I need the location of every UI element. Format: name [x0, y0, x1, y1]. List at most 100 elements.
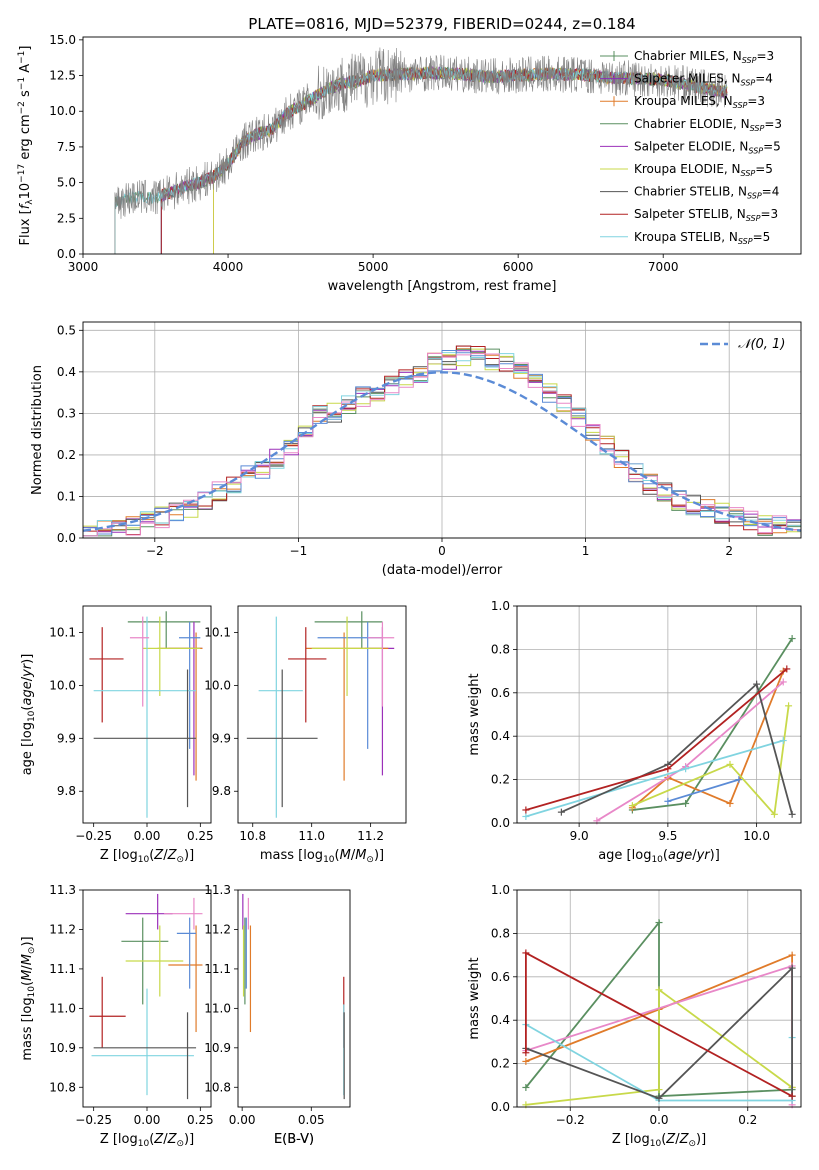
- x-axis-label: E(B-V): [274, 1132, 314, 1147]
- x-axis-label: age [log10(age/yr)]: [598, 848, 720, 865]
- x-tick-label: 2: [725, 544, 733, 558]
- y-tick-label: 0.5: [57, 323, 76, 337]
- y-tick-label: 0.2: [491, 1057, 510, 1071]
- y-tick-label: 10.8: [204, 1080, 231, 1094]
- y-axis-label: Normed distribution: [30, 365, 45, 495]
- y-tick-label: 11.2: [49, 922, 76, 936]
- x-tick-label: 11.2: [357, 829, 384, 843]
- weight-line: [596, 681, 784, 822]
- y-tick-label: 2.5: [57, 211, 76, 225]
- y-tick-label: 0.1: [57, 489, 76, 503]
- plot-frame: [237, 605, 407, 824]
- y-tick-label: 10.8: [49, 1080, 76, 1094]
- y-tick-label: 11.2: [204, 922, 231, 936]
- legend-label: Salpeter MILES, NSSP=4: [634, 72, 773, 88]
- x-axis-label: mass [log10(M/M⊙)]: [260, 848, 384, 865]
- spectrum-plot: 3000 4000 5000 6000 7000 0.0 2.5 5.0 7.5 10.0 12.5…: [17, 33, 802, 294]
- data-spectrum-line: [114, 47, 727, 254]
- legend-label: Kroupa ELODIE, NSSP=5: [634, 162, 773, 178]
- y-tick-label: 5.0: [57, 176, 76, 190]
- x-tick-label: 10.0: [743, 829, 770, 843]
- weight-line: [525, 739, 784, 818]
- y-tick-label: 10.1: [49, 625, 76, 639]
- y-tick-label: 10.9: [49, 1041, 76, 1055]
- y-tick-label: 11.0: [204, 1001, 231, 1015]
- x-tick-label: 0.00: [134, 829, 161, 843]
- y-tick-label: 12.5: [49, 69, 76, 83]
- age-vs-z-plot: −0.25 0.00 0.25 9.8 9.9 10.0 10.1 Z [log10(Z/Z⊙…: [20, 605, 214, 865]
- gaussian-curve: [82, 371, 802, 532]
- plot-frame: [82, 36, 802, 255]
- y-axis-label: age [log10(age/yr)]: [20, 654, 37, 776]
- x-axis-label: E(B-V): [274, 1132, 314, 1147]
- residuals-plot: −2 −1 0 1 2 0.0 0.1 0.2 0.3 0.4 0.5 (data-model)/er…: [30, 321, 802, 578]
- weight-line: [525, 965, 793, 1100]
- mass-vs-ebv-plot: 0.00 0.0510.810.911.011.111.211.3E(B-V)E(…: [204, 883, 351, 1147]
- y-tick-label: 9.8: [57, 784, 76, 798]
- y-tick-label: 9.9: [57, 731, 76, 745]
- x-tick-label: 3000: [68, 260, 99, 274]
- y-tick-label: 1.0: [491, 599, 510, 613]
- x-axis-label: Z [log10(Z/Z⊙)]: [100, 1132, 194, 1149]
- x-tick-label: −0.25: [75, 1113, 112, 1127]
- x-tick-label: 0.05: [298, 1113, 325, 1127]
- x-tick-label: 6000: [503, 260, 534, 274]
- y-tick-label: 11.1: [49, 962, 76, 976]
- x-axis-label: wavelength [Angstrom, rest frame]: [328, 279, 557, 294]
- x-axis-label: Z [log10(Z/Z⊙)]: [100, 848, 194, 865]
- x-tick-label: 9.5: [658, 829, 677, 843]
- y-axis-label: mass weight: [467, 957, 482, 1039]
- x-tick-label: 9.0: [570, 829, 589, 843]
- plot-frame: [237, 889, 351, 1108]
- weight-line: [525, 668, 788, 811]
- x-tick-label: 0.25: [187, 829, 214, 843]
- weight-line: [561, 682, 793, 815]
- y-tick-label: 0.4: [491, 1013, 510, 1027]
- figure-title: PLATE=0816, MJD=52379, FIBERID=0244, z=0…: [248, 15, 635, 33]
- mass-vs-z-plot: −0.25 0.00 0.25 10.8 10.9 11.0 11.1 11.2 11.3 Z […: [20, 883, 214, 1149]
- y-tick-label: 0.3: [57, 406, 76, 420]
- x-tick-label: 0.00: [229, 1113, 256, 1127]
- legend-label: Salpeter ELODIE, NSSP=5: [634, 139, 781, 155]
- x-tick-label: −2: [146, 544, 164, 558]
- y-tick-label: 0.2: [491, 773, 510, 787]
- y-tick-label: 11.3: [49, 883, 76, 897]
- y-tick-label: 11.0: [49, 1001, 76, 1015]
- x-tick-label: 0.0: [649, 1113, 668, 1127]
- x-tick-label: −0.2: [556, 1113, 585, 1127]
- weight-line: [632, 705, 790, 817]
- y-tick-label: 0.0: [491, 1100, 510, 1114]
- y-tick-label: 7.5: [57, 140, 76, 154]
- y-tick-label: 10.1: [204, 625, 231, 639]
- y-tick-label: 0.0: [57, 247, 76, 261]
- y-axis-label: mass [log10(M/M⊙)]: [20, 936, 37, 1060]
- y-tick-label: 10.0: [49, 678, 76, 692]
- x-tick-label: 7000: [648, 260, 679, 274]
- legend-label: Chabrier ELODIE, NSSP=3: [634, 117, 782, 133]
- legend-label: Kroupa MILES, NSSP=3: [634, 94, 765, 110]
- legend-label: Chabrier STELIB, NSSP=4: [634, 185, 779, 201]
- y-tick-label: 9.9: [212, 731, 231, 745]
- x-axis-label: (data-model)/error: [382, 563, 503, 578]
- mass-weight-vs-age-plot: 9.0 9.5 10.0 0.0 0.2 0.4 0.6 0.8 1.0 age [log10(a…: [467, 599, 802, 865]
- plot-frame: [82, 321, 802, 539]
- y-tick-label: 0.6: [491, 686, 510, 700]
- x-tick-label: 0: [438, 544, 446, 558]
- legend-label: 𝒩(0, 1): [738, 337, 785, 352]
- weight-line: [631, 670, 785, 809]
- legend-label: Chabrier MILES, NSSP=3: [634, 49, 774, 65]
- plot-frame: [516, 605, 802, 824]
- x-tick-label: 10.8: [239, 829, 266, 843]
- x-tick-label: 1: [582, 544, 590, 558]
- y-axis-label: Flux [fλ10−17 erg cm−2 s−1 A−1]: [17, 46, 35, 246]
- y-tick-label: 0.6: [491, 970, 510, 984]
- age-vs-mass-plot: 10.8 11.0 11.2 9.8 9.9 10.0 10.1 mass [log10(M/…: [204, 605, 407, 865]
- y-axis-label: mass weight: [467, 673, 482, 755]
- mass-weight-vs-z-plot: −0.2 0.0 0.2 0.0 0.2 0.4 0.6 0.8 1.0 Z [log10(Z/Z…: [467, 883, 802, 1149]
- y-tick-label: 1.0: [491, 883, 510, 897]
- x-tick-label: 0.25: [187, 1113, 214, 1127]
- plot-frame: [82, 889, 212, 1108]
- legend-label: Kroupa STELIB, NSSP=5: [634, 230, 770, 246]
